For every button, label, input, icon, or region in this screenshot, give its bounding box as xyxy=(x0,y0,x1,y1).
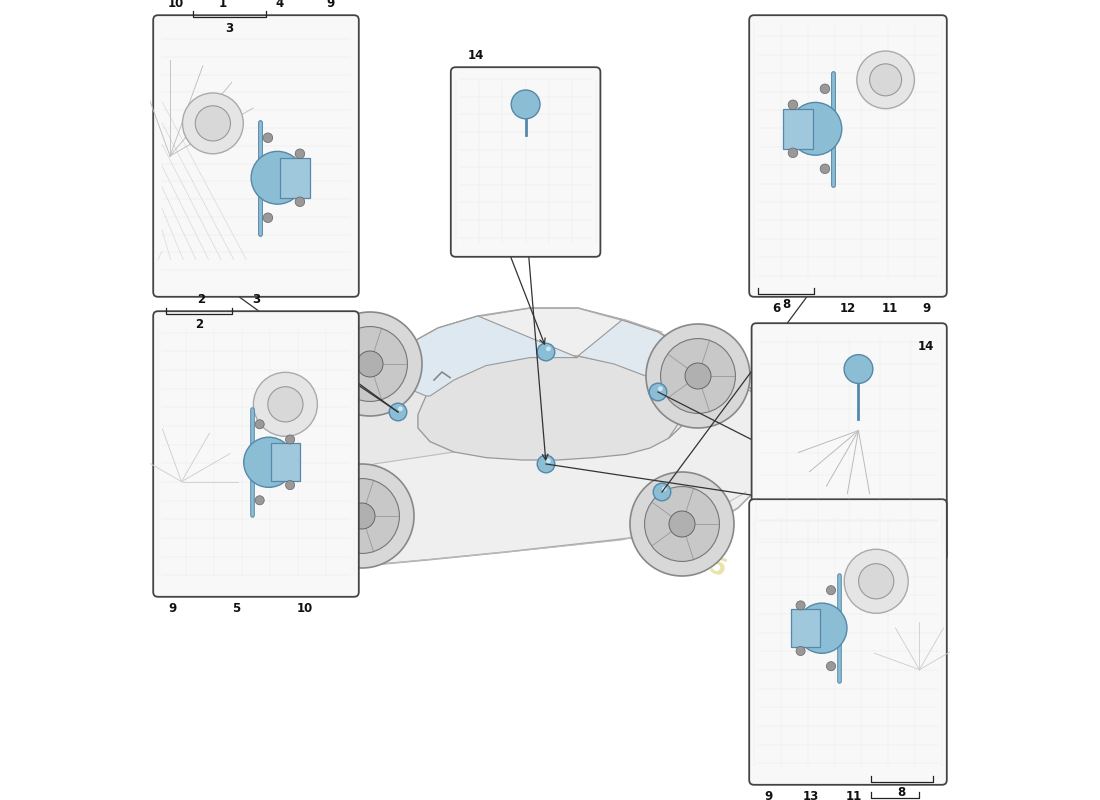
Circle shape xyxy=(789,100,797,110)
Circle shape xyxy=(789,102,842,155)
FancyBboxPatch shape xyxy=(451,67,601,257)
Circle shape xyxy=(537,343,554,361)
Circle shape xyxy=(546,346,551,351)
Circle shape xyxy=(349,503,375,529)
Polygon shape xyxy=(279,158,310,198)
Circle shape xyxy=(685,363,711,389)
Circle shape xyxy=(826,662,836,670)
Polygon shape xyxy=(370,316,578,396)
Polygon shape xyxy=(302,308,778,564)
Circle shape xyxy=(658,386,663,391)
Circle shape xyxy=(295,197,305,206)
Circle shape xyxy=(859,564,894,599)
Circle shape xyxy=(263,213,273,222)
Text: 11: 11 xyxy=(881,302,898,314)
Text: 9: 9 xyxy=(168,602,176,614)
Circle shape xyxy=(324,478,399,554)
FancyBboxPatch shape xyxy=(749,15,947,297)
Circle shape xyxy=(251,151,304,204)
Text: 9: 9 xyxy=(923,302,931,314)
Text: 14: 14 xyxy=(468,50,484,62)
Polygon shape xyxy=(782,109,813,149)
Circle shape xyxy=(537,455,554,473)
Text: 1: 1 xyxy=(219,0,227,10)
Circle shape xyxy=(844,354,873,383)
Polygon shape xyxy=(306,316,478,492)
Text: 10: 10 xyxy=(297,602,313,614)
Text: 9: 9 xyxy=(764,790,772,800)
Circle shape xyxy=(826,586,836,594)
Text: 9: 9 xyxy=(327,0,334,10)
Circle shape xyxy=(662,486,667,491)
Text: 2: 2 xyxy=(195,318,204,331)
Circle shape xyxy=(196,106,231,141)
Circle shape xyxy=(295,149,305,158)
Circle shape xyxy=(318,312,422,416)
Circle shape xyxy=(821,164,829,174)
Text: 3: 3 xyxy=(226,22,233,34)
Circle shape xyxy=(653,483,671,501)
Circle shape xyxy=(183,93,243,154)
Circle shape xyxy=(286,481,295,490)
Polygon shape xyxy=(791,610,820,647)
Text: 3: 3 xyxy=(252,294,260,306)
Circle shape xyxy=(645,486,719,562)
Circle shape xyxy=(398,406,403,411)
Circle shape xyxy=(253,372,318,436)
Text: 2: 2 xyxy=(197,294,206,306)
Circle shape xyxy=(389,403,407,421)
Circle shape xyxy=(796,646,805,655)
Text: 14: 14 xyxy=(917,340,934,353)
Circle shape xyxy=(630,472,734,576)
Text: 4: 4 xyxy=(275,0,284,10)
Circle shape xyxy=(821,84,829,94)
FancyBboxPatch shape xyxy=(749,499,947,785)
Text: 8: 8 xyxy=(782,298,790,311)
Polygon shape xyxy=(578,320,758,438)
Text: 5: 5 xyxy=(232,602,241,614)
Circle shape xyxy=(870,64,902,96)
Circle shape xyxy=(844,550,909,614)
Polygon shape xyxy=(271,443,300,482)
Circle shape xyxy=(796,601,805,610)
Circle shape xyxy=(255,420,264,429)
Text: 6: 6 xyxy=(772,302,781,314)
Circle shape xyxy=(789,148,797,158)
Circle shape xyxy=(669,511,695,537)
Text: passion for parts since 1985: passion for parts since 1985 xyxy=(370,418,730,582)
Circle shape xyxy=(649,383,667,401)
Circle shape xyxy=(332,326,407,402)
Text: 11: 11 xyxy=(846,790,861,800)
Text: 8: 8 xyxy=(898,786,905,799)
Circle shape xyxy=(286,435,295,444)
Text: 12: 12 xyxy=(840,302,856,314)
Circle shape xyxy=(546,458,551,463)
Circle shape xyxy=(796,603,847,654)
Circle shape xyxy=(358,351,383,377)
Circle shape xyxy=(267,386,303,422)
Circle shape xyxy=(646,324,750,428)
FancyBboxPatch shape xyxy=(153,15,359,297)
Text: 10: 10 xyxy=(167,0,184,10)
Circle shape xyxy=(263,133,273,142)
Circle shape xyxy=(310,464,414,568)
Circle shape xyxy=(661,338,736,414)
Circle shape xyxy=(255,496,264,505)
FancyBboxPatch shape xyxy=(751,323,947,561)
Circle shape xyxy=(512,90,540,118)
Polygon shape xyxy=(418,356,686,460)
Circle shape xyxy=(244,437,294,487)
Circle shape xyxy=(857,51,914,109)
Text: 13: 13 xyxy=(802,790,818,800)
FancyBboxPatch shape xyxy=(153,311,359,597)
